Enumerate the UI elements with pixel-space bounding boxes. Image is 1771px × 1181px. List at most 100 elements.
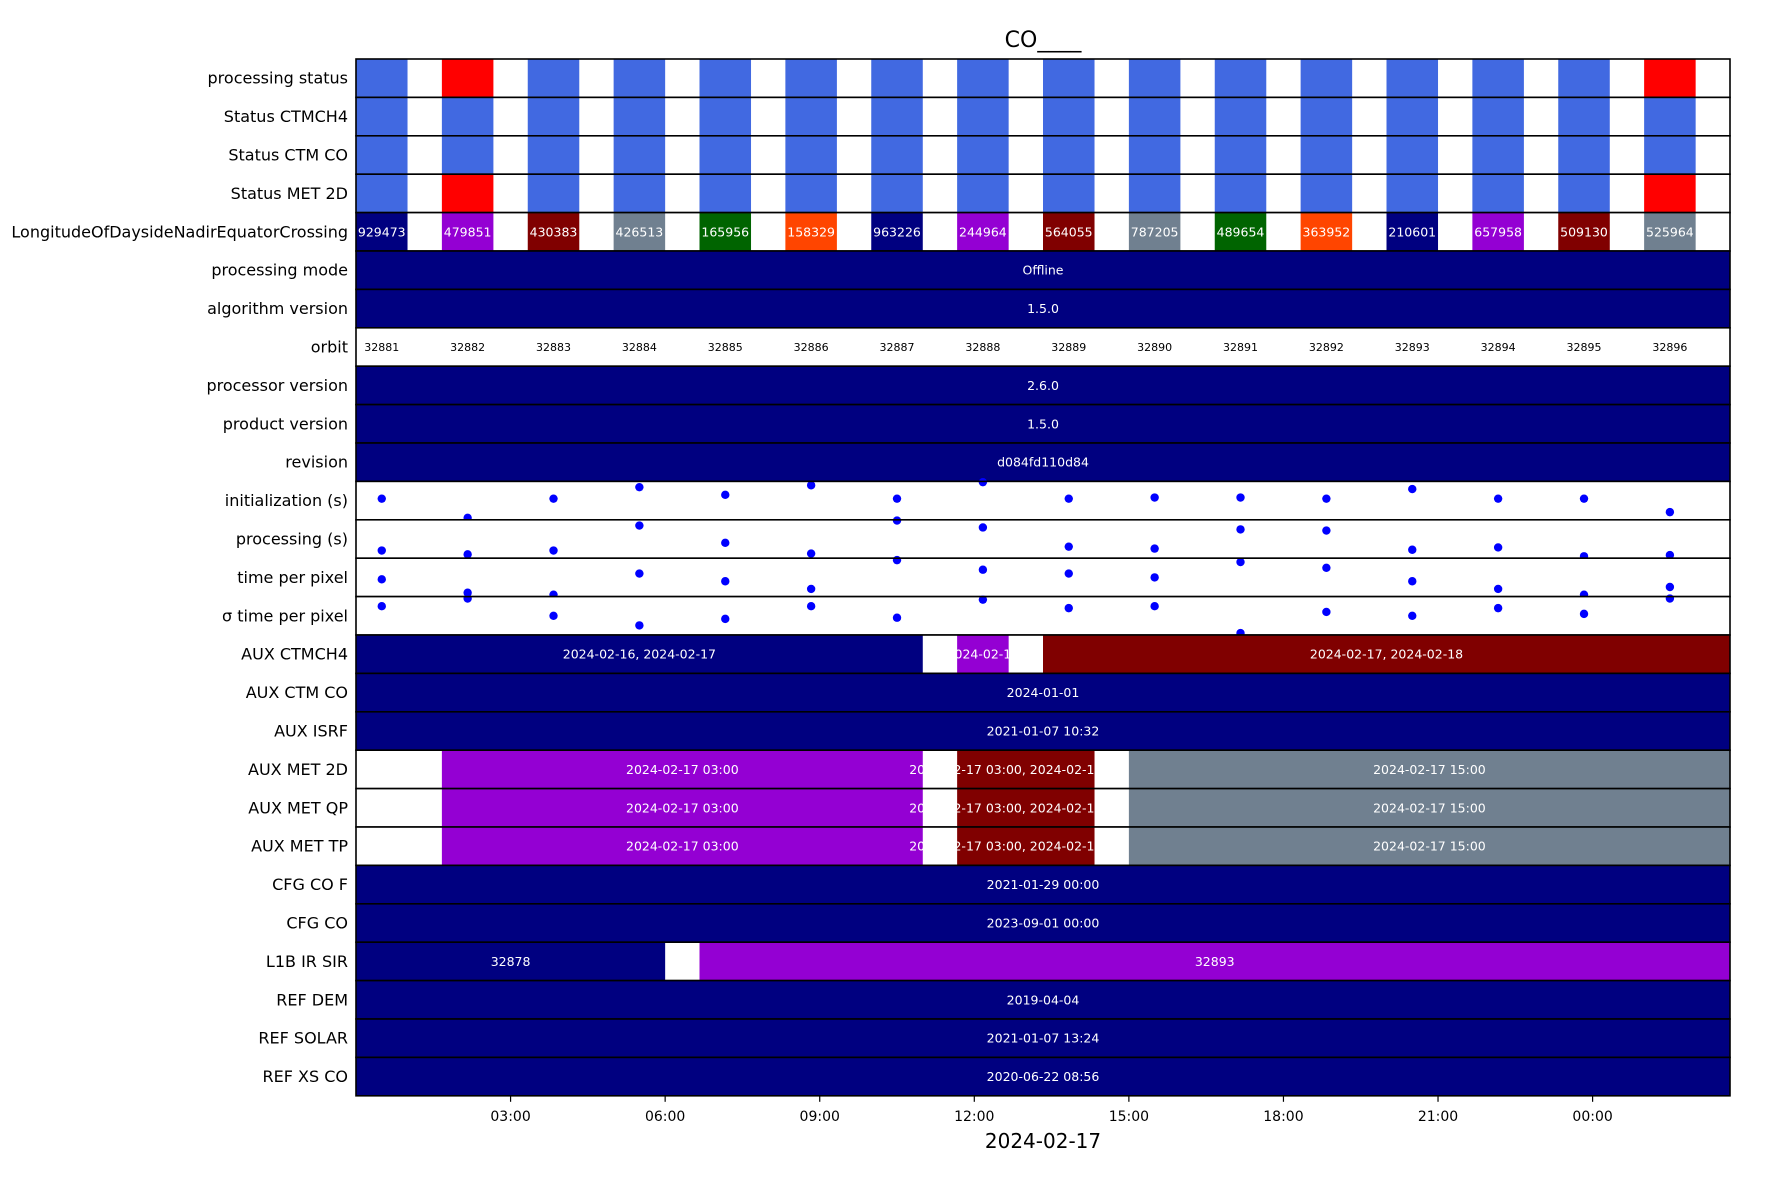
status-cell <box>441 212 494 251</box>
status-cell <box>1386 59 1439 98</box>
status-cell <box>1300 212 1353 251</box>
status-cell <box>613 135 666 175</box>
span-bar <box>356 251 1730 290</box>
status-cell <box>957 174 1009 213</box>
scatter-point <box>1322 494 1331 503</box>
row-aux-ctmch4: 2024-02-16, 2024-02-17 2024-02-17 2024-02-… <box>355 634 1731 675</box>
status-cell <box>1214 97 1267 136</box>
row-status-ctmch4 <box>355 96 1731 137</box>
scatter-point <box>549 546 558 555</box>
x-tick-label: 06:00 <box>645 1109 685 1125</box>
orbit-number: 32886 <box>794 341 829 354</box>
status-cell <box>1644 59 1696 98</box>
status-cell <box>785 174 837 213</box>
row-cfg-co-f: 2021-01-29 00:00 <box>355 864 1731 905</box>
status-cell <box>1644 174 1696 213</box>
span-bar <box>441 750 923 789</box>
row-revision: d084fd110d84 <box>355 442 1731 483</box>
span-bar <box>356 942 666 981</box>
span-bar <box>356 635 923 674</box>
status-cell <box>527 135 580 175</box>
status-cell <box>1128 59 1181 98</box>
status-cell <box>1644 97 1696 136</box>
span-bar <box>356 1019 1730 1058</box>
scatter-point <box>978 565 988 574</box>
span-bar <box>356 1057 1730 1096</box>
orbit-number: 32890 <box>1137 341 1172 354</box>
cell-label: 244964 <box>959 224 1007 239</box>
scatter-point <box>1493 494 1503 503</box>
row-longitudeofdaysidenadirequatorcrossing: 929473 479851 430383 426513 165956 158329 9632… <box>355 211 1731 252</box>
cell-label: 963226 <box>873 224 921 239</box>
span-label: 2024-02-17 15:00 <box>1373 839 1486 854</box>
scatter-point <box>1322 563 1331 572</box>
row-aux-met-qp: 2024-02-17 03:00 2024-02-17 03:00, 2024-0… <box>355 787 1731 828</box>
orbit-number: 32881 <box>364 341 399 354</box>
span-bar <box>699 942 1730 981</box>
row-l1b-ir-sir: 32878 32893 <box>355 941 1731 982</box>
orbit-number: 32883 <box>536 341 571 354</box>
status-cell <box>441 135 494 175</box>
row-ref-solar: 2021-01-07 13:24 <box>355 1018 1731 1059</box>
orbit-number: 32894 <box>1481 341 1516 354</box>
status-cell <box>1386 212 1439 251</box>
scatter-point <box>806 549 816 558</box>
cell-label: 363952 <box>1303 224 1351 239</box>
row-label: processor version <box>206 376 348 395</box>
row-label: processing status <box>208 69 348 88</box>
scatter-point <box>1665 582 1675 592</box>
status-cell <box>527 174 580 213</box>
span-bar <box>957 788 1095 827</box>
x-axis: 03:00 06:00 09:00 12:00 15:00 18:00 21:00 00:00 <box>490 1095 1613 1125</box>
row-background <box>356 596 1730 635</box>
status-cell <box>1472 97 1524 136</box>
span-label: Offline <box>1022 263 1063 278</box>
status-cell <box>1128 212 1181 251</box>
scatter-point <box>1064 569 1073 578</box>
scatter-point <box>463 594 472 603</box>
scatter-point <box>721 577 730 586</box>
cell-label: 525964 <box>1646 224 1694 239</box>
scatter-point <box>1236 557 1245 567</box>
row-label: revision <box>285 453 348 472</box>
row-status-met-2d <box>355 173 1731 214</box>
orbit-number: 32892 <box>1309 341 1344 354</box>
scatter-point <box>1665 550 1675 560</box>
status-cell <box>871 135 923 175</box>
cell-label: 426513 <box>616 224 664 239</box>
status-cell <box>613 97 666 136</box>
scatter-point <box>721 490 730 500</box>
span-label: 2023-09-01 00:00 <box>987 916 1100 931</box>
row-time-per-pixel <box>355 555 1731 599</box>
status-cell <box>871 97 923 136</box>
status-cell <box>1558 97 1610 136</box>
scatter-point <box>635 482 644 492</box>
status-cell <box>1214 135 1267 175</box>
status-cell <box>1043 174 1095 213</box>
scatter-point <box>635 521 644 530</box>
status-cell <box>785 97 837 136</box>
span-label: 2024-02-17 03:00 <box>626 762 739 777</box>
x-tick-label: 00:00 <box>1572 1109 1612 1125</box>
row-label: REF XS CO <box>263 1067 348 1086</box>
span-bar <box>356 289 1730 328</box>
status-cell <box>957 135 1009 175</box>
scatter-point <box>1322 526 1331 535</box>
row-label: Status CTMCH4 <box>224 107 348 126</box>
status-cell <box>1128 97 1181 136</box>
cell-label: 929473 <box>358 224 406 239</box>
row-label: AUX MET QP <box>248 798 348 817</box>
status-cell <box>699 212 752 251</box>
row-label: AUX ISRF <box>274 722 348 741</box>
span-label: 32878 <box>491 954 531 969</box>
status-cell <box>1300 135 1353 175</box>
status-cell <box>871 212 923 251</box>
status-cell <box>1386 174 1439 213</box>
cell-label: 657958 <box>1474 224 1522 239</box>
status-cell <box>785 135 837 175</box>
row-label: product version <box>223 414 348 433</box>
span-bar <box>356 366 1730 405</box>
row-label: Status CTM CO <box>228 146 348 165</box>
scatter-point <box>1579 609 1589 619</box>
scatter-point <box>1665 594 1675 603</box>
